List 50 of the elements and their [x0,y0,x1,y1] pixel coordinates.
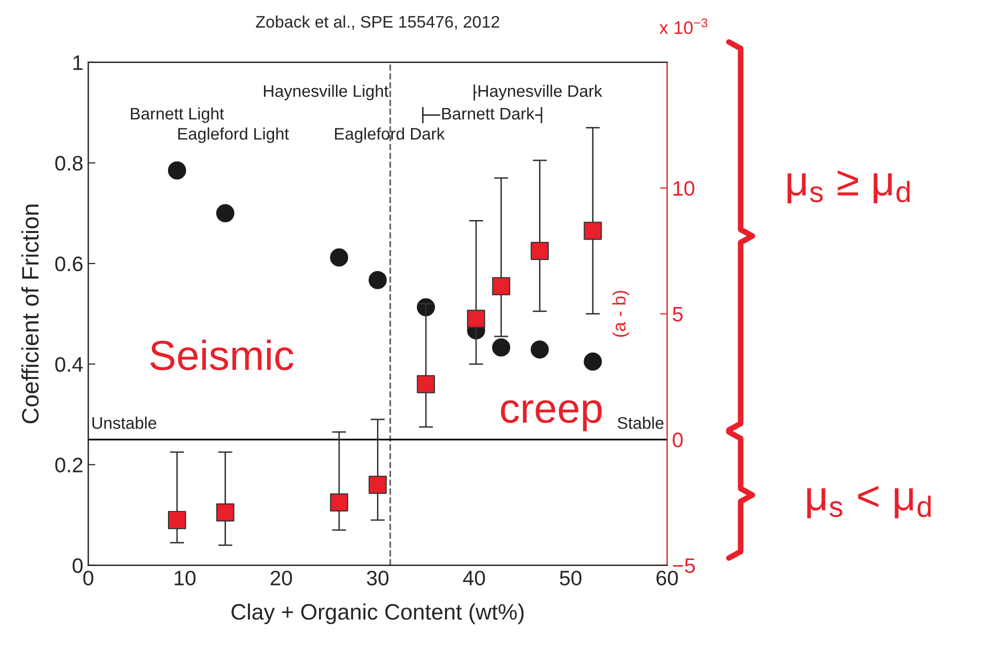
y2-tick-label: −5 [672,558,695,574]
point [330,248,348,267]
annotation: Haynesville Light [264,84,388,100]
annotation: Barnett Dark [442,107,534,120]
point [584,352,602,371]
annotation: Eagleford Dark [335,127,445,144]
annotation: Stable [618,416,664,429]
text: μ$_{s}$ ≥ μ$_{d}$ [788,170,910,204]
point [368,476,387,494]
point [492,338,510,357]
annotation: creep [500,400,602,432]
x-tick-label: 50 [560,570,582,586]
y-tick-label: 0.6 [55,256,83,272]
annotation: Haynesville Dark [478,84,602,100]
text: μ$_{s}$ < μ$_{d}$ [807,486,931,518]
x-tick-label: 30 [366,570,388,586]
y-tick-label: 0.2 [55,458,82,472]
x-tick-label: 60 [656,570,678,586]
x-tick-label: 10 [174,570,196,586]
y-tick-label: 0 [72,558,83,574]
text: x 10$^{−3}$ [659,18,708,34]
y-tick-label: 0.4 [55,357,83,372]
chart-title: Zoback et al., SPE 155476, 2012 [256,16,500,30]
point [416,375,435,394]
point [368,271,387,290]
y2-tick-label: 0 [672,432,683,448]
point [530,242,549,260]
y-tick-label: 1 [73,56,82,70]
annotation: Seismic [150,340,294,370]
x-tick-label: 40 [463,570,485,586]
y-tick-label: 0.8 [55,156,83,171]
point [330,493,348,512]
point [168,510,186,530]
y2-tick-label: 5 [672,307,683,322]
x-axis-title: Clay + Organic Content (wt%) [232,603,524,624]
point [530,340,549,359]
point [216,204,234,222]
y2-axis-title: (a - b) [612,290,630,337]
point [584,222,602,240]
x-tick-label: 20 [270,570,292,586]
annotation: Barnett Light [130,107,224,123]
point [168,161,186,180]
point [216,503,234,522]
point [492,277,510,296]
annotation: Unstable [92,416,156,429]
point [467,310,486,328]
y2-tick-label: 10 [674,181,694,196]
annotation: Eagleford Light [178,127,289,144]
y-axis-title: Coefficient of Friction [21,204,39,424]
x-tick-label: 0 [83,570,94,586]
